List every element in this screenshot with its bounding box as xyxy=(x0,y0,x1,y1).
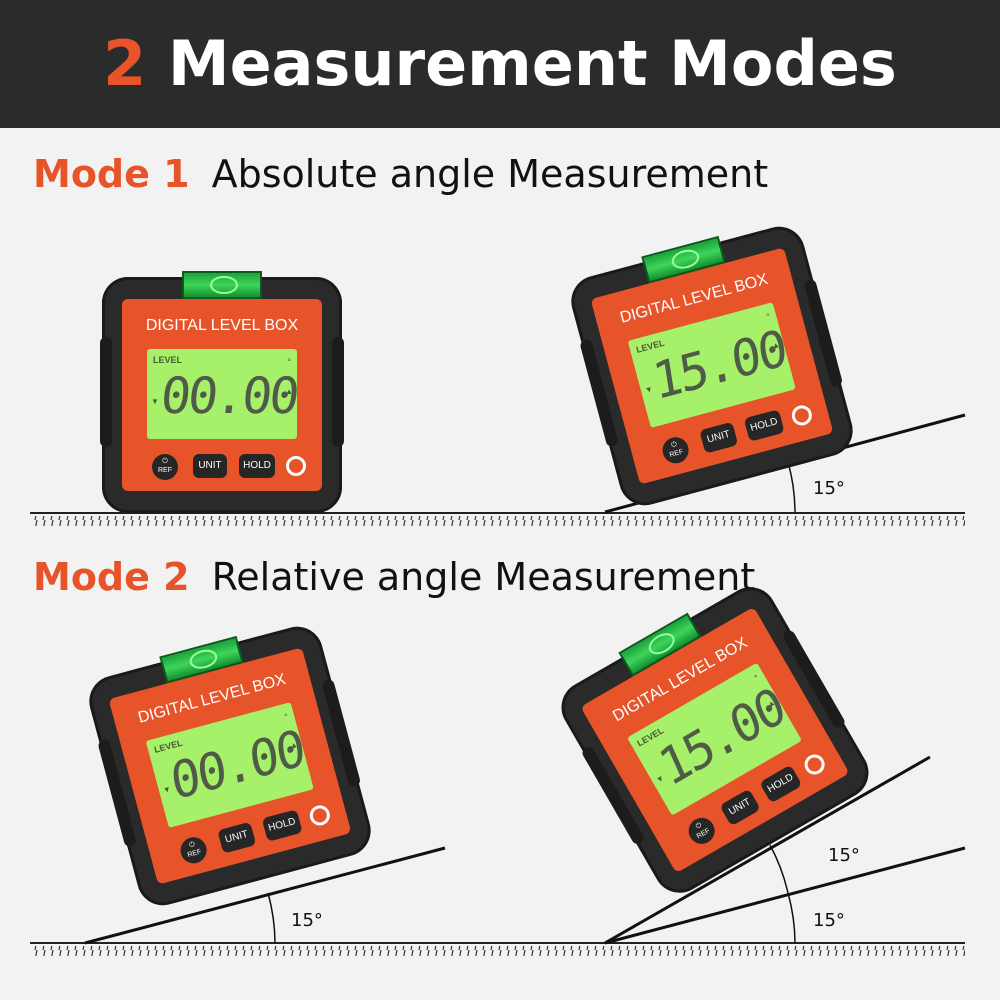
digital-level-box: DIGITAL LEVEL BOX LEVEL ° ▼ ▲ 00.00 ⏻ REF… xyxy=(100,271,344,513)
angle-reading: 00.00 xyxy=(157,367,300,425)
angle-arc xyxy=(769,844,789,894)
angle-arc xyxy=(787,892,796,944)
magnet-icon xyxy=(286,456,306,476)
hold-button[interactable]: HOLD xyxy=(743,409,785,442)
side-grip xyxy=(332,337,344,447)
power-ref-button[interactable]: ⏻ REF xyxy=(659,434,692,467)
mode-tag: Mode 2 xyxy=(33,555,190,599)
unit-button[interactable]: UNIT xyxy=(193,454,227,478)
angle-arc xyxy=(787,461,796,514)
side-grip xyxy=(100,337,112,447)
lcd-display: LEVEL ° ▼ ▲ 00.00 xyxy=(145,702,314,828)
lcd-display: LEVEL ° ▼ ▲ 00.00 xyxy=(147,349,300,439)
angle-reading: 15.00 xyxy=(648,318,789,412)
angle-label: 15° xyxy=(291,910,323,931)
ref-label: REF xyxy=(186,848,203,859)
angle-arc xyxy=(267,892,276,944)
brand-label: DIGITAL LEVEL BOX xyxy=(145,317,299,334)
unit-button[interactable]: UNIT xyxy=(719,788,761,827)
angle-label: 15° xyxy=(813,478,845,499)
bubble-vial xyxy=(182,271,262,299)
slope-line xyxy=(84,846,446,945)
magnet-icon xyxy=(800,750,829,779)
device-face: DIGITAL LEVEL BOX LEVEL ° ▼ ▲ 00.00 ⏻ REF… xyxy=(122,299,322,491)
ground-hatch xyxy=(30,516,965,526)
unit-button[interactable]: UNIT xyxy=(217,821,257,854)
hold-button[interactable]: HOLD xyxy=(759,764,803,804)
power-icon: ⏻ xyxy=(694,821,704,831)
power-icon: ⏻ xyxy=(670,440,678,450)
power-icon: ⏻ xyxy=(188,840,196,850)
mode-tag: Mode 1 xyxy=(33,152,190,196)
ground-hatch xyxy=(30,946,965,956)
triangle-up-icon: ▲ xyxy=(285,387,293,396)
power-ref-button[interactable]: ⏻ REF xyxy=(683,813,720,849)
mode-title: Relative angle Measurement xyxy=(211,555,756,599)
power-ref-button[interactable]: ⏻ REF xyxy=(152,454,178,480)
slope-line-steep xyxy=(604,755,931,945)
mode-title: Absolute angle Measurement xyxy=(211,152,769,196)
magnet-icon xyxy=(307,803,333,828)
angle-label: 15° xyxy=(828,845,860,866)
angle-reading: 00.00 xyxy=(166,718,307,812)
power-icon: ⏻ xyxy=(162,458,168,465)
hold-button[interactable]: HOLD xyxy=(239,454,275,478)
triangle-down-icon: ▼ xyxy=(151,397,159,406)
mode-1-heading: Mode 1 Absolute angle Measurement xyxy=(33,152,768,196)
lcd-display: LEVEL ° ▼ ▲ 15.00 xyxy=(627,302,796,428)
power-ref-button[interactable]: ⏻ REF xyxy=(177,834,210,867)
angle-label: 15° xyxy=(813,910,845,931)
mode-2-heading: Mode 2 Relative angle Measurement xyxy=(33,555,755,599)
degree-symbol: ° xyxy=(287,357,291,367)
hold-button[interactable]: HOLD xyxy=(261,809,303,842)
triangle-down-icon: ▼ xyxy=(161,784,172,796)
page-header: 2 Measurement Modes xyxy=(0,0,1000,128)
triangle-down-icon: ▼ xyxy=(643,384,654,396)
magnet-icon xyxy=(789,403,815,428)
level-label: LEVEL xyxy=(153,355,183,365)
ref-label: REF xyxy=(158,467,172,474)
header-number: 2 xyxy=(103,27,147,100)
unit-button[interactable]: UNIT xyxy=(699,421,739,454)
header-title: Measurement Modes xyxy=(167,27,897,100)
slope-line xyxy=(604,846,966,945)
ref-label: REF xyxy=(668,448,685,459)
